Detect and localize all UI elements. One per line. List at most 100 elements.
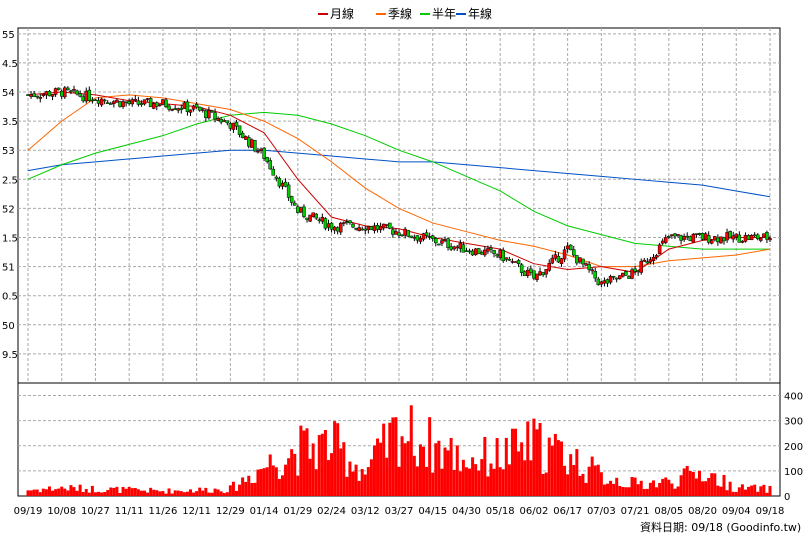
candlestick: [418, 235, 423, 245]
volume-bar: [234, 490, 238, 496]
candlestick: [516, 258, 521, 267]
candle-body: [725, 232, 729, 241]
date-tick-label: 09/19: [14, 506, 43, 517]
candle-body: [219, 118, 223, 123]
volume-bar: [351, 471, 355, 496]
candle-body: [483, 249, 487, 256]
volume-panel: 400 300 200 100 0: [17, 382, 803, 503]
volume-bar: [615, 477, 619, 496]
candlestick: [314, 213, 318, 221]
candle-body: [452, 246, 456, 250]
volume-bar: [701, 481, 705, 496]
volume-bar: [547, 437, 551, 496]
volume-bar: [520, 442, 524, 496]
candle-body: [329, 222, 334, 230]
volume-bar: [51, 490, 55, 496]
candlestick: [762, 233, 766, 238]
legend-label-monthly: 月線: [330, 6, 354, 21]
candlestick: [271, 166, 276, 176]
candle-body: [102, 99, 107, 102]
volume-bar: [452, 469, 456, 496]
volume-bar: [333, 421, 337, 496]
candle-body: [375, 225, 380, 230]
volume-bar: [167, 488, 171, 496]
legend: 月線 季線 半年 年線: [318, 6, 492, 21]
candle-body: [657, 244, 662, 255]
candle-body: [118, 101, 122, 107]
candlestick: [69, 89, 73, 95]
candlestick: [719, 236, 723, 244]
candle-body: [332, 226, 337, 231]
candlestick: [136, 96, 141, 107]
volume-bar: [440, 468, 444, 496]
candle-body: [142, 99, 147, 105]
volume-bar: [563, 465, 567, 496]
volume-bar: [57, 488, 61, 496]
date-tick-label: 09/18: [756, 506, 785, 517]
volume-bar: [584, 482, 588, 496]
volume-bar: [587, 466, 591, 496]
candle-body: [541, 272, 545, 276]
candle-body: [164, 99, 168, 108]
volume-bar: [578, 475, 582, 496]
candlestick: [611, 275, 616, 281]
candle-body: [480, 251, 484, 255]
volume-bar: [694, 478, 698, 496]
candlestick: [409, 235, 414, 239]
volume-bar: [415, 466, 419, 496]
volume-bar: [544, 472, 548, 496]
volume-bar: [483, 436, 487, 496]
volume-bar: [639, 480, 643, 496]
candlestick: [434, 236, 438, 247]
candle-body: [768, 238, 772, 241]
candlestick: [608, 274, 613, 285]
volume-bar: [437, 440, 441, 496]
source-note: 資料日期: 09/18 (Goodinfo.tw): [640, 520, 801, 534]
candlestick: [210, 109, 214, 114]
volume-bar: [317, 435, 321, 496]
volume-bar: [155, 490, 159, 496]
candlestick: [207, 106, 211, 120]
candle-body: [256, 150, 260, 153]
volume-bar: [149, 487, 153, 496]
candle-body: [105, 102, 110, 104]
price-tick-label: 9.5: [2, 350, 18, 361]
candle-body: [434, 238, 438, 244]
volume-bar: [636, 484, 640, 496]
candle-body: [559, 258, 564, 264]
volume-bar: [158, 491, 162, 496]
candle-body: [357, 227, 361, 231]
candle-body: [35, 95, 39, 98]
candlestick: [158, 104, 162, 107]
volume-bar: [566, 474, 570, 496]
volume-bar: [682, 468, 686, 496]
candle-body: [182, 102, 187, 109]
candle-body: [38, 97, 43, 99]
volume-bar: [112, 487, 116, 496]
volume-bar: [722, 474, 726, 496]
candlestick: [133, 95, 138, 103]
volume-bar: [431, 472, 435, 496]
volume-bar: [280, 475, 284, 496]
volume-bar: [406, 441, 410, 496]
volume-bar: [287, 458, 291, 496]
volume-bar: [504, 437, 508, 496]
volume-bar: [44, 489, 48, 496]
candle-body: [289, 196, 294, 203]
candle-body: [553, 254, 558, 259]
price-axis: 55 4.5 54 3.5 53 2.5 52 1.5 51 0.5 50 9.5: [2, 30, 18, 361]
volume-bar: [305, 428, 309, 496]
date-tick-label: 08/05: [654, 506, 683, 517]
volume-bar: [541, 473, 545, 496]
volume-bar: [486, 476, 490, 496]
volume-bar: [468, 468, 472, 496]
volume-bars: [26, 405, 772, 496]
volume-bar: [97, 491, 101, 496]
candle-body: [639, 261, 643, 273]
candle-body: [66, 87, 70, 90]
volume-bar: [645, 488, 649, 496]
candlestick: [667, 235, 671, 239]
date-tick-label: 04/15: [418, 506, 447, 517]
candle-body: [338, 222, 343, 233]
candle-body: [155, 102, 159, 107]
